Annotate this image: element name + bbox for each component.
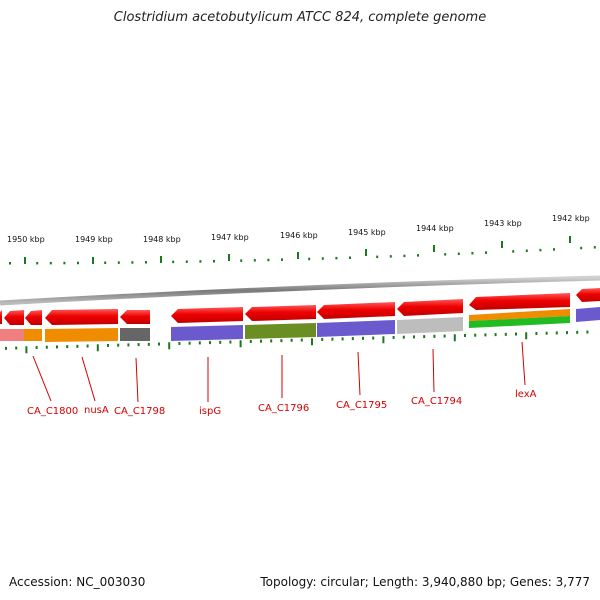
page-title: Clostridium acetobutylicum ATCC 824, com… — [113, 10, 487, 25]
kbp-label: 1950 kbp — [7, 235, 45, 244]
leader-line — [81, 356, 96, 402]
feature-block — [45, 328, 118, 342]
gene-arrow — [245, 305, 316, 321]
kbp-label: 1945 kbp — [348, 228, 386, 237]
kbp-label: 1944 kbp — [416, 224, 454, 233]
genome-backbone — [0, 275, 600, 306]
kbp-scale: 1950 kbp 1949 kbp 1948 kbp 1947 kbp 1946 kbp… — [7, 214, 596, 265]
leader-line — [135, 357, 139, 403]
gene-arrow — [4, 310, 24, 325]
gene-label: ispG — [199, 406, 221, 417]
leader-line — [521, 341, 526, 386]
feature-block — [24, 329, 42, 341]
gene-arrow — [120, 310, 150, 324]
leader-line — [32, 355, 52, 402]
kbp-label: 1946 kbp — [280, 231, 318, 240]
kbp-label: 1942 kbp — [552, 214, 590, 223]
feature-track — [0, 307, 600, 342]
gene-arrow — [576, 288, 600, 302]
feature-block — [171, 325, 243, 341]
gene-track — [0, 288, 600, 325]
gene-label: lexA — [515, 389, 537, 400]
gene-label: CA_C1800 — [27, 406, 78, 417]
feature-block — [245, 323, 316, 339]
leader-line — [432, 348, 435, 393]
label-leaders — [32, 341, 526, 403]
genome-summary-text: Topology: circular; Length: 3,940,880 bp… — [260, 575, 590, 589]
gene-arrow — [397, 299, 463, 316]
gene-arrow — [25, 310, 42, 325]
feature-block — [397, 317, 463, 334]
leader-line — [357, 351, 361, 396]
feature-block — [120, 328, 150, 341]
gene-label: CA_C1798 — [114, 406, 165, 417]
feature-block — [576, 307, 600, 322]
kbp-label: 1947 kbp — [211, 233, 249, 242]
feature-block — [0, 329, 24, 341]
feature-block — [317, 320, 395, 337]
gene-arrow — [0, 310, 2, 324]
gene-label: CA_C1796 — [258, 403, 309, 414]
gene-label: nusA — [84, 405, 109, 416]
gene-arrow — [317, 302, 395, 319]
kbp-label: 1948 kbp — [143, 235, 181, 244]
feature-block — [469, 316, 570, 328]
kbp-label: 1943 kbp — [484, 219, 522, 228]
gene-arrow — [45, 309, 118, 325]
feature-block — [469, 309, 570, 321]
gene-label: CA_C1794 — [411, 396, 462, 407]
gene-arrow — [469, 293, 570, 310]
gene-labels: CA_C1800 nusA CA_C1798 ispG CA_C1796 CA_… — [27, 389, 537, 417]
kbp-label: 1949 kbp — [75, 235, 113, 244]
inner-ticks — [5, 330, 589, 354]
gene-label: CA_C1795 — [336, 400, 387, 411]
accession-text: Accession: NC_003030 — [9, 575, 146, 589]
gene-arrow — [171, 307, 243, 323]
